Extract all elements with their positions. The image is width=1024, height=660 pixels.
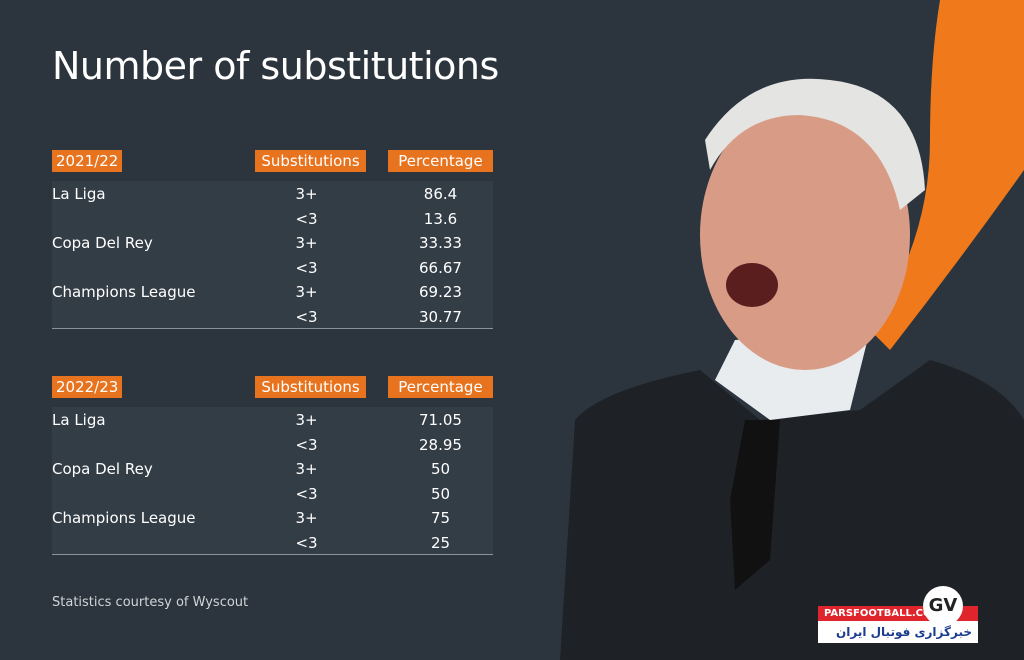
percentage: 69.23	[419, 283, 462, 301]
column-header: Substitutions	[255, 376, 366, 398]
row-group	[52, 505, 493, 555]
percentage: 71.05	[419, 411, 462, 429]
percentage: 86.4	[423, 185, 458, 203]
competition: La Liga	[52, 185, 106, 203]
column-header: Percentage	[388, 376, 493, 398]
title: Number of substitutions	[52, 44, 499, 88]
mouth	[726, 263, 778, 307]
tie	[730, 420, 780, 590]
orange-swoosh	[870, 0, 1024, 350]
row-group	[52, 279, 493, 329]
row-group	[52, 456, 493, 506]
substitutions: 3+	[295, 185, 318, 203]
percentage: 75	[430, 509, 451, 527]
hair	[705, 78, 925, 210]
footer: Statistics courtesy of Wyscout	[52, 595, 249, 610]
substitutions: <3	[295, 534, 318, 552]
season-label: 2021/22	[52, 150, 123, 172]
percentage: 30.77	[419, 308, 462, 326]
competition: Champions League	[52, 283, 196, 301]
substitutions: <3	[295, 436, 318, 454]
competition: Copa Del Rey	[52, 460, 153, 478]
substitutions: 3+	[295, 411, 318, 429]
competition: Champions League	[52, 509, 196, 527]
watermark-tagline: خبرگزاری فوتبال ایران	[818, 621, 978, 643]
column-header: Percentage	[388, 150, 493, 172]
percentage: 33.33	[419, 234, 462, 252]
competition: La Liga	[52, 411, 106, 429]
substitutions: <3	[295, 210, 318, 228]
watermark: GV PARSFOOTBALL.COM خبرگزاری فوتبال ایرا…	[818, 586, 978, 643]
substitutions: <3	[295, 259, 318, 277]
percentage: 50	[430, 485, 451, 503]
substitutions: 3+	[295, 509, 318, 527]
percentage: 13.6	[423, 210, 458, 228]
column-header: Substitutions	[255, 150, 366, 172]
substitutions: 3+	[295, 460, 318, 478]
percentage: 66.67	[419, 259, 462, 277]
row-group	[52, 407, 493, 457]
logo: GV	[923, 586, 963, 626]
suit	[560, 360, 1024, 660]
substitutions: 3+	[295, 234, 318, 252]
percentage: 28.95	[419, 436, 462, 454]
substitutions: <3	[295, 308, 318, 326]
percentage: 50	[430, 460, 451, 478]
competition: Copa Del Rey	[52, 234, 153, 252]
season-label: 2022/23	[52, 376, 123, 398]
substitutions: 3+	[295, 283, 318, 301]
substitutions: <3	[295, 485, 318, 503]
percentage: 25	[430, 534, 451, 552]
